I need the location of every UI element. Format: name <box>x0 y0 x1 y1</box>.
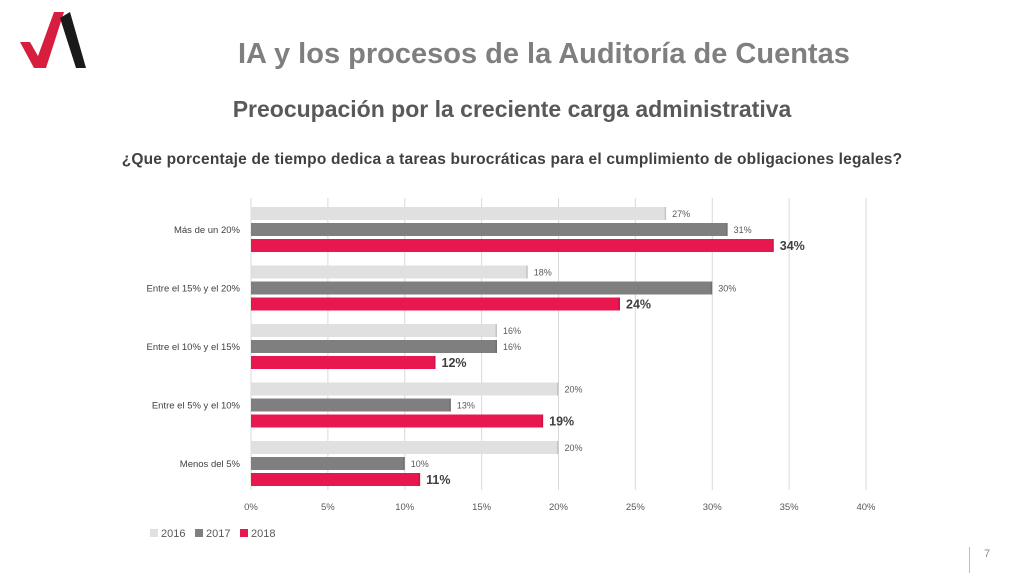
legend-label-2018: 2018 <box>251 528 275 540</box>
data-label-2016: 27% <box>672 209 690 219</box>
bar-edge-2017 <box>495 340 497 353</box>
data-label-2018: 11% <box>426 473 450 487</box>
bar-edge-2018 <box>541 414 544 428</box>
x-tick-label: 30% <box>703 502 723 513</box>
bar-edge-2017 <box>710 281 713 295</box>
category-label: Entre el 15% y el 20% <box>147 284 241 295</box>
bar-edge-2018 <box>434 356 436 369</box>
x-tick-label: 10% <box>395 502 415 513</box>
bar-2018 <box>251 297 620 311</box>
bar-edge-2016 <box>495 324 497 337</box>
x-tick-label: 5% <box>321 502 335 513</box>
data-label-2016: 20% <box>565 443 583 453</box>
data-label-2018: 34% <box>780 239 805 253</box>
category-label: Más de un 20% <box>174 225 241 236</box>
bars-layer <box>251 207 774 486</box>
data-label-2016: 16% <box>503 326 521 336</box>
data-label-2017: 16% <box>503 342 521 352</box>
legend-label-2017: 2017 <box>206 528 230 540</box>
legend-swatch-2018 <box>240 529 248 537</box>
logo-red-check <box>20 12 64 68</box>
bar-edge-2018 <box>772 239 774 252</box>
bar-2018 <box>251 239 774 252</box>
legend-layer: 2016 2017 2018 <box>150 528 275 540</box>
legend-label-2016: 2016 <box>161 528 185 540</box>
labels-layer: 27% 31% 34% 18% 30% 24% 16% 16% 12% 20% 13% 19% 20% 1… <box>411 209 805 487</box>
bar-edge-2018 <box>418 473 421 486</box>
bar-2016 <box>251 265 528 279</box>
x-tick-label: 25% <box>626 502 646 513</box>
bar-2016 <box>251 324 497 337</box>
data-label-2017: 30% <box>718 284 736 294</box>
bar-2016 <box>251 382 559 396</box>
x-tick-label: 0% <box>244 502 258 513</box>
bar-edge-2018 <box>618 297 620 311</box>
bar-chart: 27% 31% 34% 18% 30% 24% 16% 16% 12% 20% 13% 19% 20% 1… <box>147 198 877 540</box>
data-label-2016: 20% <box>565 385 583 395</box>
page-number: 7 <box>984 548 991 560</box>
x-tick-label: 35% <box>780 502 800 513</box>
x-tick-label: 40% <box>856 502 876 513</box>
data-label-2016: 18% <box>534 268 552 278</box>
data-label-2017: 13% <box>457 401 475 411</box>
bar-edge-2017 <box>449 398 451 412</box>
bar-edge-2017 <box>726 223 728 236</box>
data-label-2017: 10% <box>411 459 429 469</box>
bar-2017 <box>251 398 451 412</box>
x-tick-label: 15% <box>472 502 492 513</box>
bar-edge-2016 <box>526 265 528 279</box>
data-label-2018: 19% <box>549 415 574 429</box>
bar-2018 <box>251 414 544 428</box>
bar-2017 <box>251 223 728 236</box>
bar-2016 <box>251 441 559 454</box>
logo-black-stroke <box>60 12 86 68</box>
bar-edge-2016 <box>664 207 667 220</box>
x-tick-label: 20% <box>549 502 569 513</box>
data-label-2018: 12% <box>442 356 467 370</box>
survey-question: ¿Que porcentaje de tiempo dedica a tarea… <box>121 151 903 168</box>
data-label-2017: 31% <box>734 225 752 235</box>
category-label: Entre el 10% y el 15% <box>147 342 241 353</box>
bar-edge-2016 <box>557 441 559 454</box>
page-title: IA y los procesos de la Auditoría de Cue… <box>238 38 850 70</box>
bar-2017 <box>251 340 497 353</box>
legend-swatch-2017 <box>195 529 203 537</box>
bar-edge-2017 <box>403 457 405 470</box>
bar-2017 <box>251 457 405 470</box>
axis-layer: 0% 5% 10% 15% 20% 25% 30% 35% 40% Más de un 20% En… <box>147 225 877 513</box>
legend-swatch-2016 <box>150 529 158 537</box>
company-logo <box>20 12 86 68</box>
bar-2018 <box>251 473 421 486</box>
footer-divider <box>969 547 970 573</box>
category-label: Menos del 5% <box>180 459 241 470</box>
category-label: Entre el 5% y el 10% <box>152 401 241 412</box>
bar-2018 <box>251 356 436 369</box>
page-subtitle: Preocupación por la creciente carga admi… <box>232 96 792 122</box>
data-label-2018: 24% <box>626 298 651 312</box>
bar-edge-2016 <box>557 382 559 396</box>
bar-2017 <box>251 281 713 295</box>
bar-2016 <box>251 207 667 220</box>
